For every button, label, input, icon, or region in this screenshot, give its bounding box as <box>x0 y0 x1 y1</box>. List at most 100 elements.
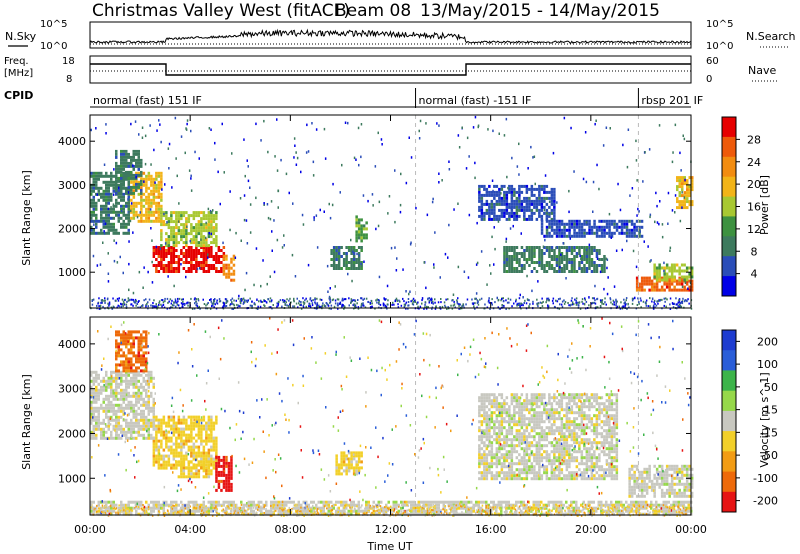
data-cell <box>550 246 554 249</box>
nsearch-tick-top: 10^5 <box>706 19 733 30</box>
data-cell <box>152 189 156 193</box>
data-cell <box>528 214 531 218</box>
data-cell <box>485 417 489 421</box>
data-cell <box>195 475 198 479</box>
data-cell <box>523 402 526 406</box>
noise-speck <box>185 128 188 131</box>
data-cell <box>665 282 669 286</box>
data-cell <box>202 427 206 431</box>
data-cell <box>628 219 631 223</box>
data-cell <box>480 193 484 197</box>
data-cell <box>515 411 519 415</box>
noise-speck <box>240 239 242 242</box>
data-cell <box>590 417 594 421</box>
data-cell <box>515 199 519 203</box>
ground-speck <box>395 297 398 300</box>
data-cell <box>683 263 686 267</box>
data-cell <box>222 254 226 258</box>
ground-speck <box>310 299 313 302</box>
ground-speck <box>575 303 578 306</box>
data-cell <box>553 255 556 258</box>
data-cell <box>493 396 496 400</box>
data-cell <box>568 219 571 223</box>
data-cell <box>538 264 541 267</box>
data-cell <box>150 370 153 374</box>
data-cell <box>132 176 135 180</box>
data-cell <box>660 278 664 282</box>
data-cell <box>227 470 231 474</box>
data-cell <box>127 155 130 159</box>
data-cell <box>167 457 171 461</box>
ground-speck <box>397 306 400 309</box>
ground-speck <box>302 301 305 304</box>
ground-speck <box>362 302 364 305</box>
data-cell <box>177 255 181 258</box>
data-cell <box>580 396 584 400</box>
ground-speck <box>680 305 683 308</box>
data-cell <box>488 396 491 400</box>
data-cell <box>503 402 506 406</box>
data-cell <box>130 433 133 437</box>
data-cell <box>568 411 571 415</box>
data-cell <box>650 285 654 289</box>
data-cell <box>525 187 529 191</box>
data-cell <box>525 396 529 400</box>
data-cell <box>182 235 186 239</box>
data-cell <box>515 405 519 409</box>
data-cell <box>595 231 599 235</box>
data-cell <box>483 202 486 206</box>
data-cell <box>157 457 161 461</box>
data-cell <box>550 219 554 223</box>
data-cell <box>120 173 123 177</box>
data-cell <box>545 411 549 415</box>
data-cell <box>167 270 171 273</box>
ground-speck <box>242 297 245 300</box>
data-cell <box>568 225 571 229</box>
noise-speck <box>493 226 495 229</box>
noise-speck <box>136 215 139 219</box>
data-cell <box>538 211 541 215</box>
ground-speck <box>378 299 380 302</box>
data-cell <box>122 339 125 343</box>
data-cell <box>350 264 353 267</box>
data-cell <box>337 463 341 467</box>
data-cell <box>137 351 140 355</box>
data-cell <box>595 264 599 267</box>
data-cell <box>625 225 629 229</box>
data-cell <box>137 430 140 434</box>
data-cell <box>95 207 98 211</box>
data-cell <box>478 420 481 424</box>
data-cell <box>175 421 178 425</box>
data-cell <box>560 405 564 409</box>
noise-speck <box>582 177 585 181</box>
ground-speck <box>226 300 229 303</box>
data-cell <box>165 430 168 434</box>
ground-speck <box>157 305 159 308</box>
data-cell <box>190 267 193 270</box>
data-cell <box>570 423 574 427</box>
data-cell <box>127 330 130 334</box>
data-cell <box>150 406 153 410</box>
noise-speck <box>243 218 246 222</box>
data-cell <box>175 217 178 221</box>
data-cell <box>555 261 559 264</box>
data-cell <box>620 228 624 232</box>
data-cell <box>548 190 551 194</box>
data-cell <box>120 363 123 367</box>
data-cell <box>528 264 531 267</box>
data-cell <box>640 282 644 286</box>
data-cell <box>197 424 201 428</box>
data-cell <box>518 402 521 406</box>
ground-speck <box>142 304 144 307</box>
data-cell <box>155 171 158 175</box>
data-cell <box>102 427 105 431</box>
data-cell <box>175 454 178 458</box>
data-cell <box>182 433 186 437</box>
data-cell <box>555 264 559 267</box>
data-cell <box>135 182 138 186</box>
data-region <box>115 149 143 195</box>
ground-speck <box>188 301 190 304</box>
noise-speck <box>276 169 279 172</box>
data-cell <box>538 258 541 261</box>
data-cell <box>550 258 554 261</box>
